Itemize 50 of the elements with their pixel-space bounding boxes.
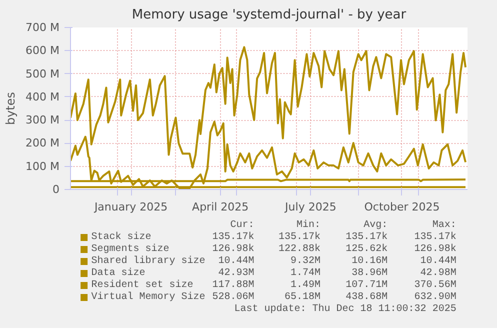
x-tick-label: January 2025 bbox=[93, 200, 168, 214]
text: 9.32M bbox=[290, 256, 321, 267]
legend-label: Stack size bbox=[91, 231, 152, 243]
x-tick-label: October 2025 bbox=[364, 200, 440, 214]
y-tick-label: 600 M bbox=[26, 44, 60, 58]
text: Last update: Thu Dec 18 11:00:32 2025 bbox=[234, 303, 456, 315]
y-tick-label: 500 M bbox=[26, 67, 60, 80]
text: 42.93M bbox=[218, 268, 254, 279]
text: 42.98M bbox=[420, 268, 456, 279]
text: 438.68M bbox=[346, 292, 388, 303]
text: 126.98k bbox=[414, 243, 456, 255]
y-axis-title: bytes bbox=[4, 92, 18, 126]
text: 38.96M bbox=[352, 268, 388, 279]
text: 126.98k bbox=[212, 243, 254, 255]
text: 125.62k bbox=[346, 243, 388, 255]
legend-label: Segments size bbox=[91, 243, 170, 255]
text: 10.44M bbox=[218, 256, 254, 267]
text: 135.17k bbox=[414, 231, 456, 243]
line-series bbox=[70, 46, 467, 169]
text: 117.88M bbox=[212, 280, 254, 291]
legend-label: Shared library size bbox=[91, 255, 206, 267]
text: Max: bbox=[432, 220, 456, 231]
text: Avg: bbox=[364, 220, 388, 231]
text: 1.74M bbox=[290, 268, 321, 279]
text: 632.90M bbox=[414, 292, 456, 303]
text: Min: bbox=[296, 219, 321, 231]
y-tick-label: 0 bbox=[52, 183, 60, 196]
y-tick-label: 100 M bbox=[26, 160, 60, 173]
x-tick-label: July 2025 bbox=[284, 200, 336, 214]
legend-label: Data size bbox=[91, 267, 146, 279]
y-tick-label: 400 M bbox=[26, 90, 60, 104]
chart-title: Memory usage 'systemd-journal' - by year bbox=[132, 8, 407, 22]
text: 107.71M bbox=[346, 280, 388, 291]
text: Cur: bbox=[230, 220, 254, 231]
y-tick-label: 700 M bbox=[26, 21, 60, 34]
legend-label: Resident set size bbox=[91, 279, 194, 291]
text: 65.18M bbox=[284, 292, 321, 303]
legend-label: Virtual Memory Size bbox=[91, 291, 206, 303]
text: 135.17k bbox=[278, 231, 321, 243]
text: 135.17k bbox=[212, 231, 254, 243]
text: 122.88k bbox=[278, 243, 321, 255]
text: 10.44M bbox=[420, 256, 456, 267]
y-tick-label: 300 M bbox=[26, 114, 60, 127]
text: 528.06M bbox=[212, 292, 254, 303]
x-tick-label: April 2025 bbox=[192, 200, 249, 214]
y-tick-label: 200 M bbox=[26, 136, 60, 150]
text: 135.17k bbox=[346, 231, 388, 243]
text: 10.16M bbox=[352, 256, 388, 267]
text: 1.49M bbox=[290, 280, 321, 291]
text: 370.56M bbox=[414, 280, 456, 291]
